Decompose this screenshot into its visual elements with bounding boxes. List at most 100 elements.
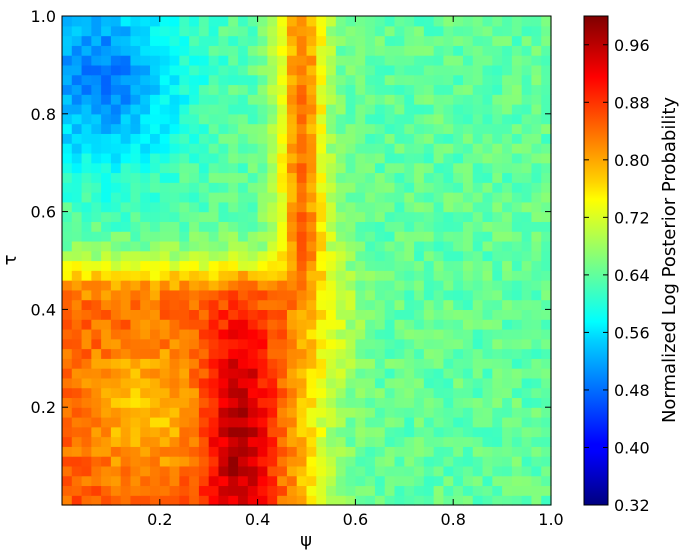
heatmap-cell <box>384 55 396 66</box>
heatmap-cell <box>169 338 180 350</box>
heatmap-cell <box>443 221 454 232</box>
heatmap-cell <box>228 211 239 222</box>
heatmap-cell <box>150 211 161 222</box>
heatmap-cell <box>169 319 180 330</box>
heatmap-cell <box>394 25 405 37</box>
heatmap-cell <box>374 465 386 477</box>
heatmap-cell <box>384 495 396 506</box>
heatmap-cell <box>159 387 171 399</box>
heatmap-cell <box>511 377 523 389</box>
heatmap-cell <box>316 104 327 115</box>
heatmap-cell <box>453 94 464 105</box>
heatmap-cell <box>453 328 464 340</box>
heatmap-cell <box>71 309 83 320</box>
heatmap-cell <box>179 436 190 447</box>
heatmap-cell <box>365 162 376 174</box>
heatmap-cell <box>169 84 180 95</box>
heatmap-cell <box>521 123 533 134</box>
heatmap-cell <box>159 299 171 310</box>
heatmap-cell <box>355 221 366 232</box>
heatmap-cell <box>306 260 317 271</box>
heatmap-cell <box>521 143 533 154</box>
heatmap-cell <box>296 319 308 330</box>
heatmap-cell <box>316 45 327 56</box>
heatmap-cell <box>91 201 102 213</box>
heatmap-cell <box>62 45 73 56</box>
heatmap-cell <box>462 358 474 369</box>
heatmap-cell <box>267 338 278 350</box>
heatmap-cell <box>130 456 141 467</box>
heatmap-cell <box>531 446 542 457</box>
heatmap-cell <box>179 231 190 242</box>
heatmap-cell <box>316 182 327 193</box>
heatmap-cell <box>81 201 92 213</box>
heatmap-cell <box>433 426 445 438</box>
heatmap-cell <box>394 416 405 428</box>
heatmap-cell <box>91 319 102 330</box>
heatmap-cell <box>110 436 122 447</box>
heatmap-cell <box>296 299 308 310</box>
heatmap-cell <box>453 299 464 310</box>
heatmap-cell <box>472 387 484 399</box>
heatmap-cell <box>296 84 308 95</box>
heatmap-cell <box>228 221 239 232</box>
heatmap-cell <box>365 485 376 496</box>
heatmap-cell <box>394 74 405 86</box>
heatmap-cell <box>541 35 552 46</box>
heatmap-cell <box>384 426 396 438</box>
heatmap-cell <box>433 182 445 193</box>
heatmap-cell <box>306 74 317 86</box>
heatmap-cell <box>159 328 171 340</box>
heatmap-cell <box>384 74 396 86</box>
heatmap-cell <box>81 260 92 271</box>
heatmap-cell <box>472 143 484 154</box>
heatmap-cell <box>502 162 513 174</box>
heatmap-cell <box>472 348 484 359</box>
heatmap-cell <box>286 250 298 262</box>
heatmap-cell <box>462 55 474 66</box>
heatmap-cell <box>169 407 180 418</box>
heatmap-cell <box>541 211 552 222</box>
heatmap-cell <box>316 280 327 291</box>
heatmap-cell <box>228 162 239 174</box>
heatmap-cell <box>472 133 484 144</box>
heatmap-cell <box>277 64 288 76</box>
heatmap-cell <box>414 35 425 46</box>
heatmap-cell <box>335 289 347 301</box>
heatmap-cell <box>208 25 220 37</box>
heatmap-cell <box>91 387 102 399</box>
heatmap-cell <box>198 485 210 496</box>
heatmap-cell <box>218 231 229 242</box>
heatmap-cell <box>110 231 122 242</box>
heatmap-cell <box>159 64 171 76</box>
heatmap-cell <box>110 240 122 252</box>
heatmap-cell <box>511 64 523 76</box>
heatmap-cell <box>453 231 464 242</box>
heatmap-cell <box>394 143 405 154</box>
heatmap-cell <box>355 368 366 379</box>
heatmap-cell <box>335 162 347 174</box>
heatmap-cell <box>492 231 503 242</box>
heatmap-cell <box>218 309 229 320</box>
heatmap-cell <box>335 328 347 340</box>
heatmap-cell <box>384 407 396 418</box>
heatmap-cell <box>423 426 435 438</box>
heatmap-cell <box>443 250 454 262</box>
heatmap-cell <box>482 45 493 56</box>
heatmap-cell <box>130 309 141 320</box>
heatmap-cell <box>453 201 464 213</box>
heatmap-cell <box>472 260 484 271</box>
heatmap-cell <box>179 211 190 222</box>
heatmap-cell <box>208 485 220 496</box>
heatmap-cell <box>198 55 210 66</box>
heatmap-cell <box>502 289 513 301</box>
heatmap-cell <box>140 397 151 408</box>
heatmap-cell <box>159 426 171 438</box>
heatmap-cell <box>404 16 415 27</box>
heatmap-cell <box>257 446 268 457</box>
heatmap-cell <box>286 16 298 27</box>
heatmap-cell <box>296 407 308 418</box>
heatmap-cell <box>404 426 415 438</box>
heatmap-cell <box>414 377 425 389</box>
heatmap-cell <box>384 377 396 389</box>
